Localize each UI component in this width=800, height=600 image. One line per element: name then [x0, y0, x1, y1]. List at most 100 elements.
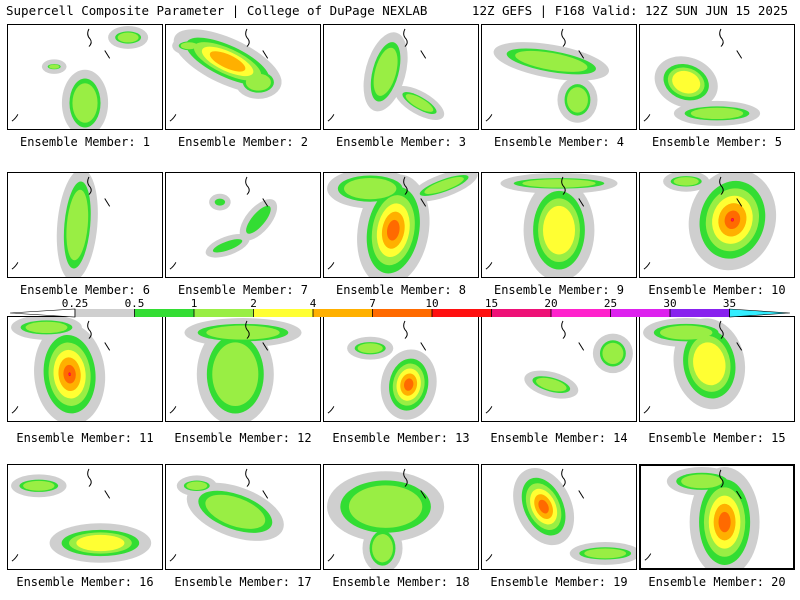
scp-contour-level-2 [206, 325, 280, 340]
coastline-outline [169, 468, 269, 562]
scp-contour-level-3 [672, 70, 701, 94]
scp-contour-level-2 [567, 87, 588, 113]
ensemble-member-label: Ensemble Member: 17 [174, 575, 312, 589]
ensemble-member-label: Ensemble Member: 18 [332, 575, 470, 589]
colorbar-high-arrow [729, 308, 790, 318]
coastline-outline [11, 320, 111, 414]
coastline-outline [644, 469, 742, 561]
scp-contour-level-2 [205, 494, 266, 529]
scp-contour-level-2 [602, 342, 624, 365]
scp-contour-level-2 [344, 177, 397, 200]
ensemble-member-label: Ensemble Member: 5 [651, 135, 783, 149]
coastline-outline [169, 176, 269, 270]
scp-contour-level-2 [515, 50, 588, 72]
ensemble-member-panel[interactable] [323, 316, 479, 422]
scp-contour-map [485, 28, 610, 123]
ensemble-member-panel[interactable] [165, 24, 321, 130]
ensemble-member-label: Ensemble Member: 16 [16, 575, 154, 589]
colorbar-tick-label: 15 [484, 297, 499, 310]
colorbar-tick-label: 7 [369, 297, 376, 310]
ensemble-member-label: Ensemble Member: 13 [332, 431, 470, 445]
scp-contour-map [169, 176, 278, 270]
scp-contour-level-2 [117, 32, 139, 43]
scp-contour-level-5 [718, 511, 731, 533]
coastline-outline [485, 176, 585, 270]
ensemble-member-panel[interactable] [7, 316, 163, 422]
scp-contour-level-2 [522, 179, 596, 188]
ensemble-member-label: Ensemble Member: 9 [493, 283, 625, 297]
ensemble-member-panel[interactable] [165, 464, 321, 570]
scp-contour-level-5 [538, 499, 549, 514]
ensemble-member-panel[interactable] [481, 464, 637, 570]
ensemble-member-label: Ensemble Member: 12 [174, 431, 312, 445]
ensemble-member-panel[interactable] [639, 316, 795, 422]
scp-contour-level-2 [66, 189, 89, 261]
colorbar-tick-label: 0.5 [124, 297, 145, 310]
ensemble-member-panel[interactable] [481, 316, 637, 422]
coastline-outline [485, 28, 585, 122]
ensemble-member-panel[interactable] [165, 316, 321, 422]
scp-contour-map [11, 173, 111, 277]
colorbar-segment [372, 309, 432, 317]
ensemble-member-label: Ensemble Member: 6 [19, 283, 151, 297]
colorbar-tick-label: 20 [544, 297, 558, 310]
ensemble-member-panel[interactable] [7, 24, 163, 130]
colorbar-segment [670, 309, 730, 317]
coastline-outline [169, 320, 269, 414]
ensemble-member-label: Ensemble Member: 1 [19, 135, 151, 149]
ensemble-member-label: Ensemble Member: 19 [490, 575, 628, 589]
colorbar-tick-label: 4 [309, 297, 317, 310]
ensemble-member-label: Ensemble Member: 8 [335, 283, 467, 297]
colorbar-segment [491, 309, 551, 317]
colorbar-low-arrow [10, 308, 76, 318]
ensemble-member-panel[interactable] [165, 172, 321, 278]
color-scale-bar [10, 308, 790, 318]
scp-contour-level-2 [681, 474, 723, 489]
scp-contour-level-2 [212, 342, 259, 407]
scp-contour-map [11, 26, 149, 129]
ensemble-member-label: Ensemble Member: 4 [493, 135, 625, 149]
scp-contour-level-1 [246, 205, 271, 234]
ensemble-member-panel[interactable] [323, 24, 479, 130]
ensemble-member-panel[interactable] [7, 464, 163, 570]
ensemble-member-panel[interactable] [7, 172, 163, 278]
scp-contour-map [169, 28, 282, 122]
ensemble-member-panel[interactable] [481, 172, 637, 278]
scp-contour-level-7 [731, 218, 734, 221]
scp-contour-level-2 [72, 83, 98, 123]
ensemble-member-panel[interactable] [323, 464, 479, 570]
coastline-outline [485, 468, 585, 562]
scp-contour-level-2 [673, 177, 699, 186]
coastline-outline [327, 468, 427, 562]
scp-contour-level-3 [76, 534, 125, 552]
scp-contour-map [11, 317, 111, 421]
ensemble-member-label: Ensemble Member: 10 [648, 283, 786, 297]
scp-contour-map [327, 468, 445, 569]
scp-contour-level-2 [372, 534, 393, 563]
ensemble-member-panel[interactable] [639, 24, 795, 130]
coastline-outline [327, 176, 427, 270]
scp-contour-map [169, 468, 284, 562]
scp-contour-level-2 [584, 548, 627, 559]
ensemble-member-label: Ensemble Member: 20 [648, 575, 786, 589]
scp-contour-map [643, 173, 777, 271]
ensemble-member-panel[interactable] [481, 24, 637, 130]
scp-contour-map [327, 173, 478, 277]
scp-contour-level-1 [214, 198, 226, 206]
scp-contour-level-4 [209, 51, 246, 72]
scp-contour-level-2 [373, 47, 398, 96]
scp-contour-level-5 [404, 378, 414, 391]
colorbar-tick-label: 2 [250, 297, 257, 310]
coastline-outline [643, 320, 743, 414]
coastline-outline [11, 176, 111, 270]
ensemble-member-panel[interactable] [323, 172, 479, 278]
ensemble-member-panel[interactable] [639, 172, 795, 278]
colorbar-tick-label: 35 [722, 297, 737, 310]
scp-contour-level-3 [693, 342, 726, 386]
ensemble-member-label: Ensemble Member: 7 [177, 283, 309, 297]
coastline-outline [327, 28, 427, 122]
ensemble-member-panel[interactable] [639, 464, 795, 570]
scp-contour-map [644, 467, 760, 568]
coastline-outline [327, 320, 427, 414]
colorbar-segment [432, 309, 492, 317]
